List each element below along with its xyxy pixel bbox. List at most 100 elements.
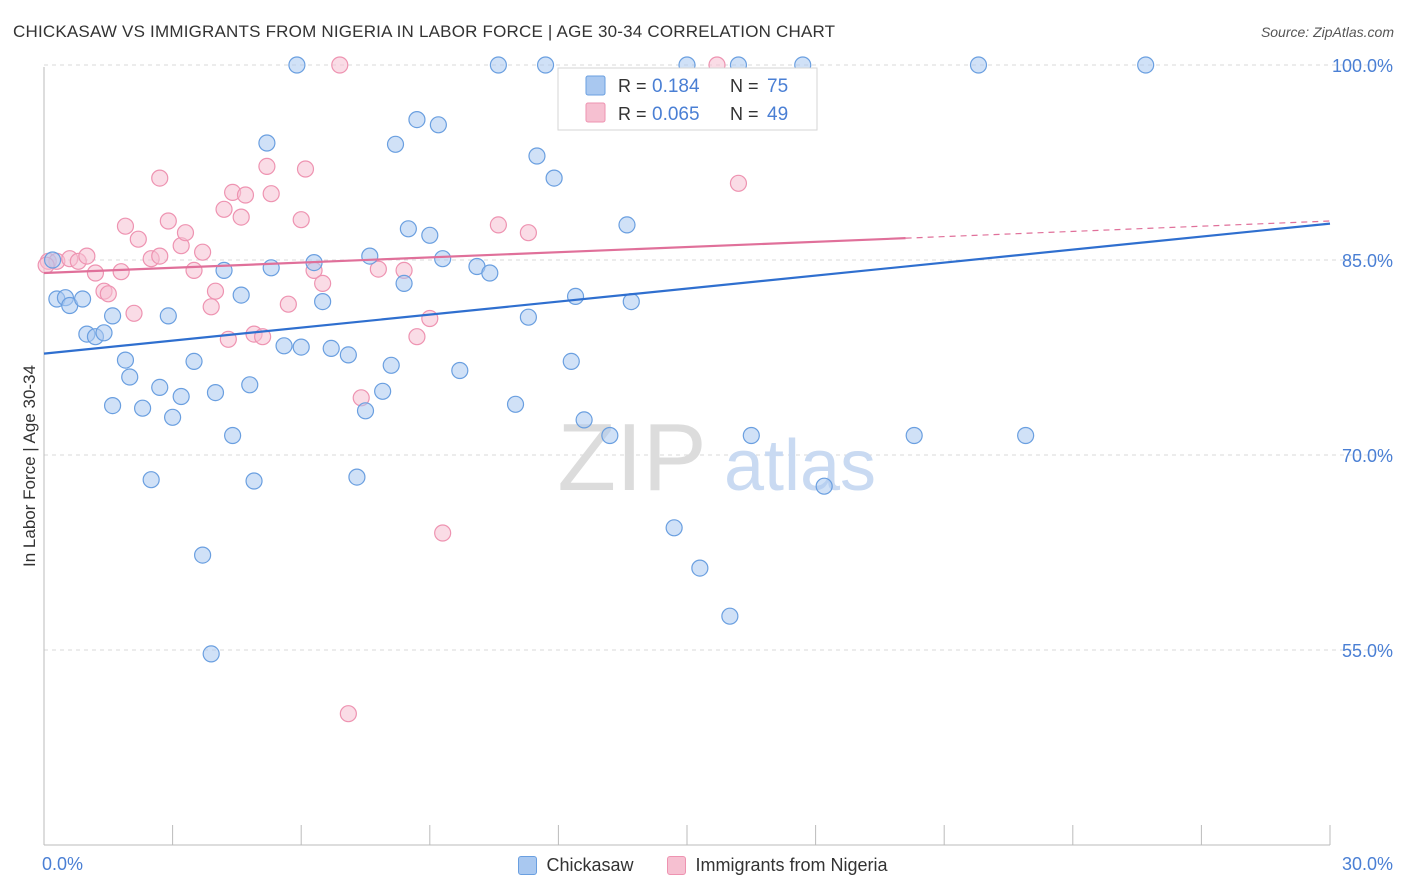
y-tick-label: 55.0%: [1342, 641, 1393, 661]
chickasaw-point: [275, 337, 293, 355]
chickasaw-point: [1017, 426, 1035, 445]
legend-r-value-1: 0.184: [652, 76, 700, 97]
y-tick-label: 70.0%: [1342, 446, 1393, 466]
chickasaw-point: [164, 408, 182, 426]
chickasaw-point: [691, 559, 709, 577]
y-tick-label: 100.0%: [1332, 56, 1393, 76]
nigeria-point: [194, 243, 212, 261]
watermark: ZIP atlas: [557, 404, 876, 511]
chickasaw-point: [206, 384, 225, 402]
chart-legend: Chickasaw Immigrants from Nigeria: [0, 852, 1406, 878]
legend-item-nigeria[interactable]: Immigrants from Nigeria: [667, 855, 888, 876]
trend-line-nigeria: [43, 237, 906, 275]
legend-label-chickasaw: Chickasaw: [546, 854, 634, 875]
chickasaw-point: [202, 645, 220, 663]
chickasaw-point: [43, 251, 62, 269]
chickasaw-point: [262, 259, 280, 277]
legend-n-value-1: 75: [767, 76, 788, 97]
chickasaw-point: [322, 339, 340, 357]
chickasaw-point: [386, 135, 405, 153]
chickasaw-point: [481, 264, 499, 282]
chickasaw-point: [292, 338, 310, 356]
chickasaw-point: [194, 546, 212, 564]
chickasaw-point: [519, 308, 537, 326]
legend-r-label-1: R =: [618, 76, 647, 96]
chickasaw-point: [434, 250, 452, 268]
chickasaw-point: [151, 378, 169, 396]
axes: 55.0% 70.0% 85.0% 100.0% 0.0% 30.0%: [42, 56, 1393, 874]
nigeria-point: [279, 295, 297, 313]
nigeria-point: [262, 185, 280, 203]
nigeria-point: [434, 524, 452, 542]
nigeria-point: [112, 263, 130, 281]
legend-swatch-nigeria-bottom: [667, 855, 687, 875]
legend-n-label-2: N =: [730, 104, 759, 124]
legend-n-value-2: 49: [767, 104, 788, 125]
nigeria-point: [258, 157, 276, 175]
trend-lines: [43, 220, 1331, 355]
chickasaw-point: [245, 472, 263, 490]
nigeria-point: [519, 224, 537, 242]
nigeria-point: [421, 309, 439, 328]
chickasaw-point: [421, 226, 439, 244]
nigeria-point: [729, 174, 748, 192]
nigeria-point: [331, 56, 349, 74]
legend-item-chickasaw[interactable]: Chickasaw: [518, 855, 633, 876]
chart-title: CHICKASAW VS IMMIGRANTS FROM NIGERIA IN …: [13, 22, 836, 41]
nigeria-point: [185, 261, 203, 279]
chickasaw-point: [566, 287, 585, 305]
chickasaw-point: [224, 426, 242, 445]
chickasaw-point: [103, 397, 122, 415]
nigeria-point: [86, 264, 105, 282]
chickasaw-point: [258, 134, 276, 152]
chickasaw-point: [314, 293, 332, 311]
trend-line-nigeria-extension: [905, 220, 1331, 239]
chickasaw-point: [1137, 56, 1155, 74]
chickasaw-point: [489, 56, 507, 74]
source-credit: Source: ZipAtlas.com: [1260, 24, 1394, 40]
nigeria-point: [151, 169, 169, 187]
y-tick-label: 85.0%: [1342, 251, 1393, 271]
chickasaw-point: [356, 402, 375, 420]
chickasaw-point: [536, 56, 555, 74]
chickasaw-point: [408, 110, 426, 129]
nigeria-point: [176, 224, 195, 242]
chickasaw-point: [815, 477, 833, 495]
chickasaw-point: [241, 376, 259, 394]
series-chickasaw-points: [43, 56, 1155, 663]
chickasaw-point: [288, 56, 306, 74]
nigeria-point: [206, 282, 225, 300]
nigeria-point: [232, 208, 250, 226]
legend-r-label-2: R =: [618, 104, 647, 124]
chickasaw-point: [395, 274, 413, 292]
nigeria-point: [369, 260, 387, 278]
y-axis-title: In Labor Force | Age 30-34: [20, 365, 39, 567]
chickasaw-point: [339, 346, 357, 364]
chickasaw-point: [905, 426, 923, 445]
nigeria-point: [314, 274, 332, 292]
chickasaw-point: [399, 220, 417, 238]
nigeria-point: [125, 304, 143, 322]
chickasaw-point: [618, 216, 636, 234]
trend-line-chickasaw: [43, 222, 1331, 355]
chickasaw-point: [575, 411, 593, 429]
series-nigeria-points: [37, 56, 748, 723]
chickasaw-point: [103, 307, 122, 325]
chickasaw-point: [116, 351, 135, 369]
gridlines: [44, 64, 1394, 651]
legend-n-label-1: N =: [730, 76, 759, 96]
chickasaw-point: [545, 169, 563, 187]
legend-swatch-chickasaw-bottom: [518, 855, 538, 875]
chickasaw-point: [665, 519, 683, 537]
chickasaw-point: [382, 356, 400, 374]
nigeria-point: [151, 247, 169, 265]
nigeria-point: [78, 247, 96, 265]
legend-r-value-2: 0.065: [652, 104, 700, 125]
legend-swatch-nigeria: [585, 102, 606, 123]
nigeria-point: [408, 328, 426, 346]
chickasaw-point: [232, 286, 250, 304]
nigeria-point: [129, 230, 147, 248]
nigeria-point: [215, 200, 233, 218]
x-tick-label: 30.0%: [1342, 854, 1393, 874]
nigeria-point: [202, 298, 220, 316]
